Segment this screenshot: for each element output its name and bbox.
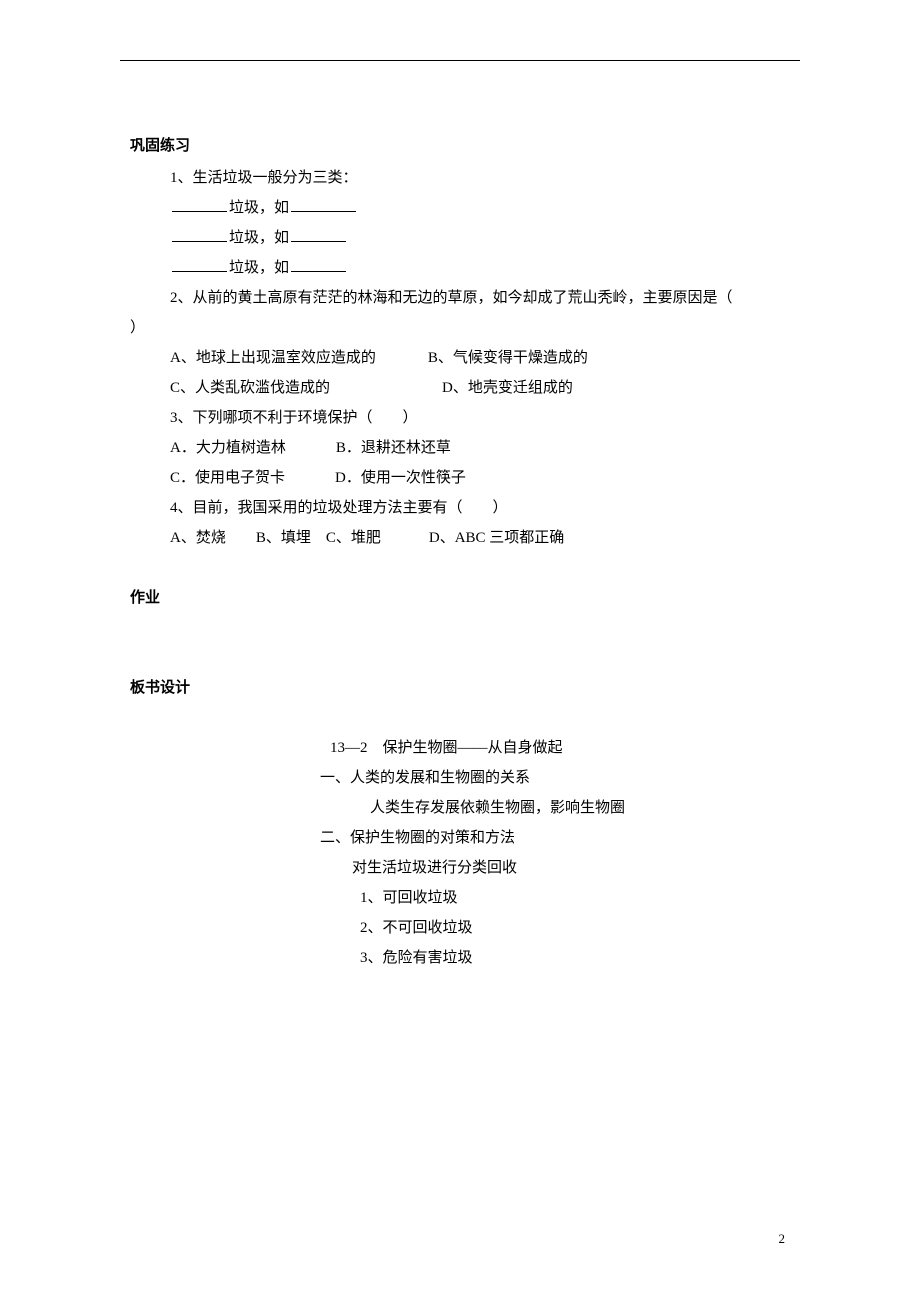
- q3-optC: C．使用电子贺卡: [170, 470, 285, 486]
- blank-fill: [291, 271, 346, 272]
- section-title-consolidate: 巩固练习: [130, 131, 790, 161]
- q2-close: ）: [130, 313, 790, 343]
- question-2: 2、从前的黄土高原有茫茫的林海和无边的草原，如今却成了荒山秃岭，主要原因是（ ）…: [130, 283, 790, 403]
- q4-optB: B、填埋: [256, 530, 311, 546]
- q2-options-row2: C、人类乱砍滥伐造成的 D、地壳变迁组成的: [130, 373, 790, 403]
- q2-stem: 2、从前的黄土高原有茫茫的林海和无边的草原，如今却成了荒山秃岭，主要原因是（: [130, 283, 790, 313]
- blank-fill: [291, 211, 356, 212]
- q2-options-row1: A、地球上出现温室效应造成的 B、气候变得干燥造成的: [130, 343, 790, 373]
- blank-fill: [172, 241, 227, 242]
- section-title-homework: 作业: [130, 583, 790, 613]
- q3-optA: A．大力植树造林: [170, 440, 286, 456]
- q1-text-c: 垃圾，如: [229, 260, 289, 276]
- q2-optB: B、气候变得干燥造成的: [428, 350, 588, 366]
- section-title-board: 板书设计: [130, 673, 790, 703]
- question-3: 3、下列哪项不利于环境保护（ ） A．大力植树造林 B．退耕还林还草 C．使用电子…: [130, 403, 790, 493]
- board-line-6: 1、可回收垃圾: [130, 883, 790, 913]
- q3-stem: 3、下列哪项不利于环境保护（ ）: [170, 403, 790, 433]
- q1-text-b: 垃圾，如: [229, 230, 289, 246]
- board-design-content: 13—2 保护生物圈——从自身做起 一、人类的发展和生物圈的关系 人类生存发展依…: [130, 733, 790, 973]
- q2-optC: C、人类乱砍滥伐造成的: [170, 380, 330, 396]
- q2-optA: A、地球上出现温室效应造成的: [170, 350, 376, 366]
- q3-optD: D．使用一次性筷子: [335, 470, 466, 486]
- board-line-2: 一、人类的发展和生物圈的关系: [130, 763, 790, 793]
- q3-optB: B．退耕还林还草: [336, 440, 451, 456]
- board-line-1: 13—2 保护生物圈——从自身做起: [130, 733, 790, 763]
- question-4: 4、目前，我国采用的垃圾处理方法主要有（ ） A、焚烧 B、填埋 C、堆肥 D、ABC…: [130, 493, 790, 553]
- q1-line-a: 垃圾，如: [170, 193, 790, 223]
- board-line-8: 3、危险有害垃圾: [130, 943, 790, 973]
- q4-optC: C、堆肥: [326, 530, 381, 546]
- q1-stem: 1、生活垃圾一般分为三类：: [170, 163, 790, 193]
- q3-options-row1: A．大力植树造林 B．退耕还林还草: [170, 433, 790, 463]
- board-line-7: 2、不可回收垃圾: [130, 913, 790, 943]
- q4-options-row: A、焚烧 B、填埋 C、堆肥 D、ABC 三项都正确: [170, 523, 790, 553]
- blank-fill: [291, 241, 346, 242]
- board-line-3: 人类生存发展依赖生物圈，影响生物圈: [130, 793, 790, 823]
- q1-line-b: 垃圾，如: [170, 223, 790, 253]
- board-line-5: 对生活垃圾进行分类回收: [130, 853, 790, 883]
- q3-options-row2: C．使用电子贺卡 D．使用一次性筷子: [170, 463, 790, 493]
- blank-fill: [172, 271, 227, 272]
- q1-text-a: 垃圾，如: [229, 200, 289, 216]
- q2-optD: D、地壳变迁组成的: [442, 380, 573, 396]
- horizontal-rule: [120, 60, 800, 61]
- q4-optD: D、ABC 三项都正确: [429, 530, 564, 546]
- q4-optA: A、焚烧: [170, 530, 226, 546]
- question-1: 1、生活垃圾一般分为三类： 垃圾，如 垃圾，如 垃圾，如: [130, 163, 790, 283]
- q1-line-c: 垃圾，如: [170, 253, 790, 283]
- blank-fill: [172, 211, 227, 212]
- board-line-4: 二、保护生物圈的对策和方法: [130, 823, 790, 853]
- q4-stem: 4、目前，我国采用的垃圾处理方法主要有（ ）: [170, 493, 790, 523]
- page-number: 2: [779, 1226, 786, 1252]
